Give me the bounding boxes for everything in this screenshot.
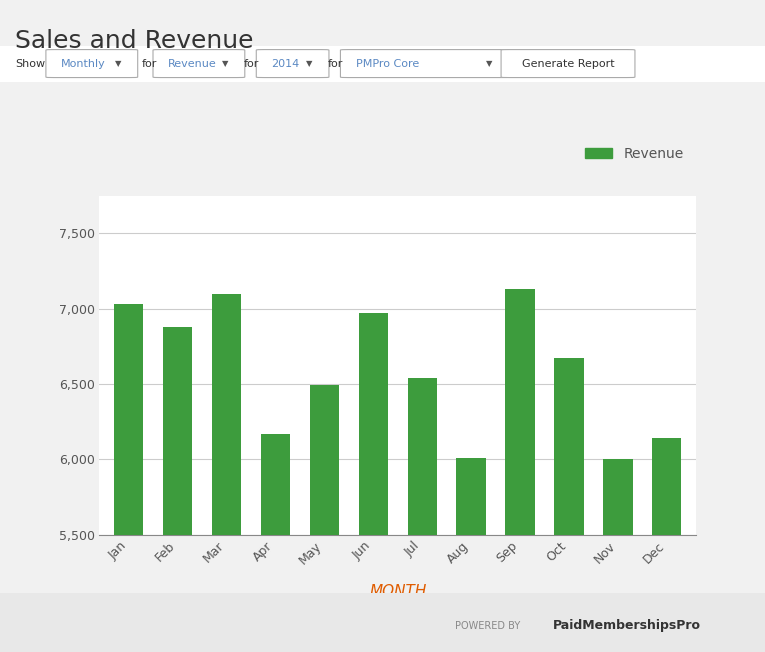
Text: PMPro Core: PMPro Core [356, 59, 419, 68]
Bar [114, 304, 144, 652]
Bar [212, 293, 241, 652]
Bar [359, 313, 388, 652]
Text: ▼: ▼ [306, 59, 312, 68]
Bar [604, 458, 633, 652]
Text: Show: Show [15, 59, 45, 68]
FancyBboxPatch shape [46, 50, 138, 78]
Bar [457, 458, 486, 652]
Text: Generate Report: Generate Report [522, 59, 614, 68]
Text: for: for [243, 59, 259, 68]
FancyBboxPatch shape [256, 50, 329, 78]
Bar [261, 434, 290, 652]
FancyBboxPatch shape [501, 50, 635, 78]
Text: PaidMembershipsPro: PaidMembershipsPro [553, 619, 702, 632]
Text: Revenue: Revenue [168, 59, 217, 68]
Bar [310, 385, 339, 652]
FancyBboxPatch shape [340, 50, 509, 78]
Text: for: for [142, 59, 157, 68]
Text: 2014: 2014 [272, 59, 300, 68]
Text: ▼: ▼ [222, 59, 228, 68]
Text: POWERED BY: POWERED BY [455, 621, 520, 630]
FancyBboxPatch shape [153, 50, 245, 78]
Bar [163, 327, 192, 652]
Bar [408, 378, 437, 652]
Legend: Revenue: Revenue [579, 141, 689, 167]
Text: ▼: ▼ [486, 59, 492, 68]
Text: ▼: ▼ [115, 59, 121, 68]
Bar [652, 438, 682, 652]
X-axis label: MONTH: MONTH [369, 584, 426, 599]
Text: Sales and Revenue: Sales and Revenue [15, 29, 254, 53]
Bar [506, 289, 535, 652]
Text: for: for [327, 59, 343, 68]
Bar [555, 359, 584, 652]
Text: Monthly: Monthly [61, 59, 106, 68]
